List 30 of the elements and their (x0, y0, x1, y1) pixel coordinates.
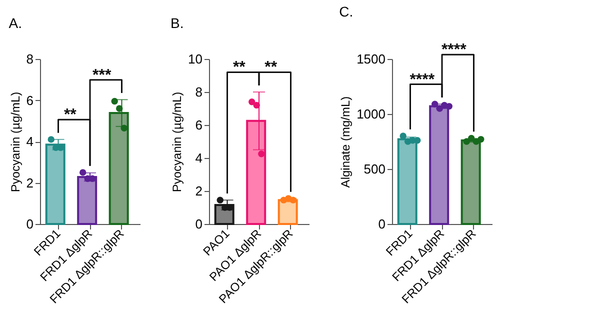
y-tick-label: 0 (378, 216, 386, 232)
y-axis-title: Pyocyanin (µg/mL) (170, 92, 184, 192)
y-tick-label: 1500 (356, 52, 386, 66)
bar (429, 105, 450, 225)
y-tick-label: 2 (26, 175, 34, 190)
y-axis-title: Alginate (mg/mL) (338, 96, 353, 188)
annotation: *** (92, 66, 112, 84)
chart-title: C. (339, 4, 354, 20)
annotation: ** (64, 106, 78, 124)
annotation: **** (410, 71, 436, 88)
y-tick-label: 6 (26, 92, 34, 108)
y-tick-label: 6 (195, 118, 202, 132)
y-tick-label: 0 (26, 216, 34, 232)
bar (460, 139, 481, 225)
y-tick-label: 4 (26, 134, 34, 149)
y-tick-label: 1000 (356, 106, 386, 122)
annotation: ** (264, 59, 278, 76)
text: **** (441, 42, 468, 59)
annotation: ** (232, 59, 246, 76)
y-axis-title: Pyocyanin (µg/mL) (8, 92, 22, 192)
chart-title: A. (8, 15, 22, 31)
bar (278, 199, 298, 225)
y-tick-label: 4 (195, 150, 202, 166)
chart-title: B. (170, 15, 184, 31)
y-tick-label: 10 (188, 52, 202, 66)
y-tick-label: 500 (364, 162, 386, 176)
y-tick-label: 8 (195, 84, 202, 100)
y-tick-label: 0 (195, 216, 202, 232)
y-tick-label: 8 (26, 52, 34, 66)
y-tick-label: 2 (195, 184, 202, 198)
